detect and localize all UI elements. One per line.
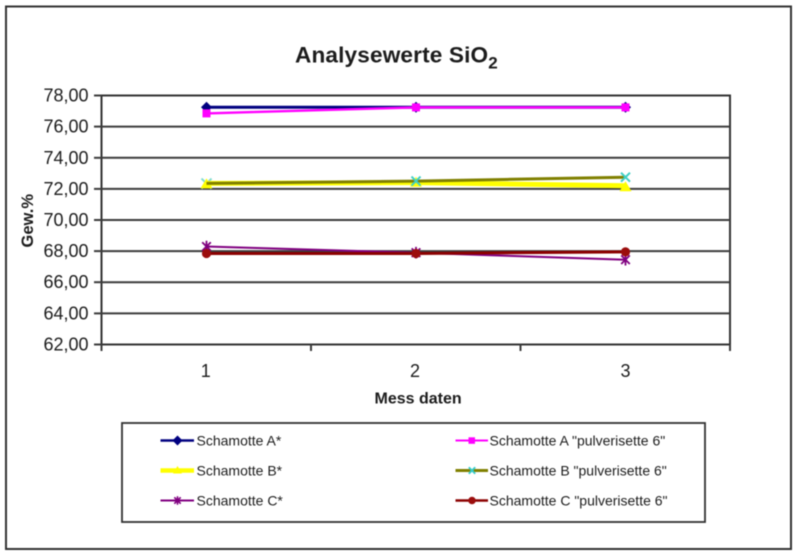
svg-text:Schamotte B*: Schamotte B* (197, 463, 283, 479)
svg-text:62,00: 62,00 (43, 335, 88, 355)
svg-text:66,00: 66,00 (43, 272, 88, 292)
svg-text:Schamotte C "pulverisette 6": Schamotte C "pulverisette 6" (490, 493, 668, 509)
svg-text:70,00: 70,00 (43, 210, 88, 230)
svg-text:Schamotte B "pulverisette 6": Schamotte B "pulverisette 6" (490, 463, 667, 479)
svg-text:78,00: 78,00 (43, 86, 88, 106)
svg-text:Mess daten: Mess daten (375, 391, 462, 408)
svg-text:Schamotte A*: Schamotte A* (197, 433, 282, 449)
svg-text:Schamotte A "pulverisette 6": Schamotte A "pulverisette 6" (490, 433, 666, 449)
svg-text:76,00: 76,00 (43, 117, 88, 137)
svg-text:68,00: 68,00 (43, 241, 88, 261)
svg-text:1: 1 (201, 361, 211, 381)
svg-text:64,00: 64,00 (43, 303, 88, 323)
svg-text:3: 3 (620, 361, 630, 381)
svg-text:74,00: 74,00 (43, 148, 88, 168)
svg-text:Schamotte C*: Schamotte C* (197, 493, 284, 509)
svg-text:2: 2 (410, 361, 420, 381)
svg-text:72,00: 72,00 (43, 179, 88, 199)
svg-text:Gew.%: Gew.% (19, 194, 37, 248)
